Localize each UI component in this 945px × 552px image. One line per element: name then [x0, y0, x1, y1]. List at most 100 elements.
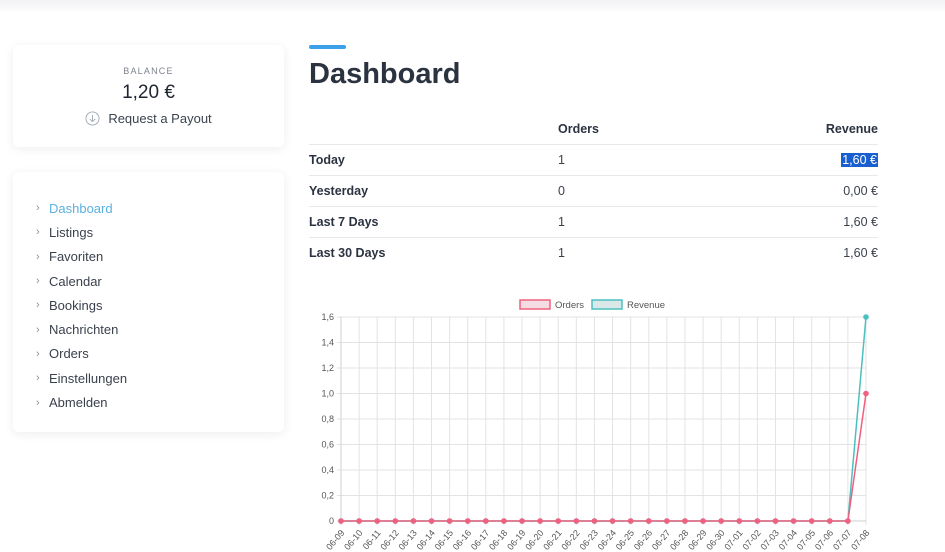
balance-card: BALANCE 1,20 € Request a Payout: [13, 45, 284, 147]
y-tick-label: 1,2: [321, 363, 334, 373]
x-tick-label: 06-17: [469, 528, 491, 552]
sidebar-nav: › Dashboard › Listings › Favoriten › Cal…: [13, 172, 284, 432]
chevron-right-icon: ›: [36, 347, 40, 360]
x-tick-label: 06-12: [378, 528, 400, 552]
data-point-orders: [483, 518, 489, 524]
data-point-orders: [718, 518, 724, 524]
data-point-orders: [591, 518, 598, 524]
x-tick-label: 06-23: [578, 528, 600, 552]
header-blank: [309, 114, 558, 144]
row-label: Today: [309, 143, 558, 175]
data-point-orders: [446, 518, 453, 524]
sidebar-item-favoriten[interactable]: › Favoriten: [13, 245, 284, 269]
data-point-orders: [464, 518, 471, 524]
data-point-orders: [808, 518, 815, 524]
x-tick-label: 06-09: [324, 528, 346, 552]
sidebar-item-dashboard[interactable]: › Dashboard: [13, 196, 284, 220]
sidebar-item-einstellungen[interactable]: › Einstellungen: [13, 366, 284, 390]
y-tick-label: 0,6: [321, 440, 334, 450]
sidebar-item-abmelden[interactable]: › Abmelden: [13, 390, 284, 414]
y-tick-label: 0,4: [321, 465, 334, 475]
chevron-right-icon: ›: [36, 250, 40, 263]
row-label: Last 30 Days: [309, 236, 558, 268]
x-tick-label: 06-19: [505, 528, 527, 552]
data-point-orders: [700, 518, 706, 524]
sidebar-item-nachrichten[interactable]: › Nachrichten: [13, 317, 284, 341]
chevron-right-icon: ›: [36, 396, 40, 409]
data-point-orders: [790, 518, 797, 524]
y-tick-label: 1,6: [321, 312, 334, 322]
x-tick-label: 06-27: [650, 528, 672, 552]
chevron-right-icon: ›: [36, 226, 40, 239]
request-payout-label: Request a Payout: [108, 111, 212, 126]
data-point-orders: [736, 518, 743, 524]
chevron-right-icon: ›: [36, 372, 40, 385]
x-tick-label: 06-10: [342, 528, 364, 552]
balance-label: BALANCE: [123, 66, 174, 76]
x-tick-label: 06-16: [451, 528, 473, 552]
data-point-orders: [754, 518, 761, 524]
data-point-orders: [537, 518, 543, 524]
y-tick-label: 1,0: [321, 389, 334, 399]
legend-swatch-revenue: [591, 299, 623, 310]
sidebar-item-label: Listings: [49, 224, 94, 240]
balance-value: 1,20 €: [122, 82, 175, 103]
data-point-orders: [664, 518, 670, 524]
table-row: Last 30 Days 1 1,60 €: [309, 236, 878, 268]
legend-label-revenue: Revenue: [627, 300, 665, 311]
header-revenue: Revenue: [825, 121, 878, 136]
request-payout-link[interactable]: Request a Payout: [85, 111, 212, 126]
legend-label-orders: Orders: [555, 300, 584, 311]
legend-swatch-orders: [519, 299, 551, 310]
row-revenue: 1,60 €: [718, 205, 878, 237]
sidebar-item-bookings[interactable]: › Bookings: [13, 293, 284, 317]
x-tick-label: 07-01: [722, 528, 744, 552]
data-point-revenue: [863, 314, 869, 320]
x-tick-label: 06-14: [415, 528, 437, 552]
data-point-orders: [501, 518, 507, 524]
data-point-orders: [826, 518, 833, 524]
row-label: Yesterday: [309, 174, 558, 206]
x-tick-label: 06-21: [541, 528, 563, 552]
x-tick-label: 06-20: [523, 528, 545, 552]
x-tick-label: 06-29: [686, 528, 708, 552]
x-tick-label: 06-24: [596, 528, 618, 552]
sidebar-item-orders[interactable]: › Orders: [13, 342, 284, 366]
row-revenue-cell: 1,60 €: [718, 143, 878, 175]
sidebar-item-label: Calendar: [49, 273, 102, 289]
sidebar-item-label: Orders: [49, 346, 89, 362]
sidebar-item-calendar[interactable]: › Calendar: [13, 269, 284, 293]
download-circle-icon: [85, 111, 100, 126]
stats-table: Orders Revenue Today 1 1,60 € Yesterday …: [309, 114, 878, 268]
x-tick-label: 07-08: [849, 528, 871, 552]
x-tick-label: 07-06: [813, 528, 835, 552]
y-tick-label: 0: [329, 516, 334, 526]
table-row: Today 1 1,60 €: [309, 143, 878, 175]
data-point-orders: [609, 518, 616, 524]
page-title: Dashboard: [309, 58, 461, 90]
sidebar-item-listings[interactable]: › Listings: [13, 220, 284, 244]
row-label: Last 7 Days: [309, 205, 558, 237]
table-row: Last 7 Days 1 1,60 €: [309, 205, 878, 237]
x-tick-label: 06-26: [632, 528, 654, 552]
sidebar-item-label: Favoriten: [49, 249, 104, 265]
data-point-orders: [519, 518, 525, 524]
data-point-orders: [627, 518, 634, 524]
sidebar-item-label: Einstellungen: [49, 370, 128, 386]
x-tick-label: 06-30: [704, 528, 726, 552]
row-revenue: 0,00 €: [718, 174, 878, 206]
sidebar-item-label: Abmelden: [49, 395, 108, 411]
data-point-orders: [338, 518, 344, 524]
header-orders: Orders: [558, 121, 599, 136]
x-tick-label: 07-03: [759, 528, 781, 552]
y-tick-label: 1,4: [321, 338, 334, 348]
row-orders: 1: [558, 236, 718, 268]
x-tick-label: 07-05: [795, 528, 817, 552]
chevron-right-icon: ›: [36, 323, 40, 336]
orders-revenue-chart: 0 0,2 0,4 0,6 0,8 1,0 1,2 1,4 1,6 06-0906-1006-11…: [321, 299, 872, 552]
table-header-row: Orders Revenue: [309, 114, 878, 144]
row-orders: 1: [558, 205, 718, 237]
data-point-orders: [772, 518, 779, 524]
data-point-orders: [428, 518, 435, 524]
data-point-orders: [410, 518, 417, 524]
